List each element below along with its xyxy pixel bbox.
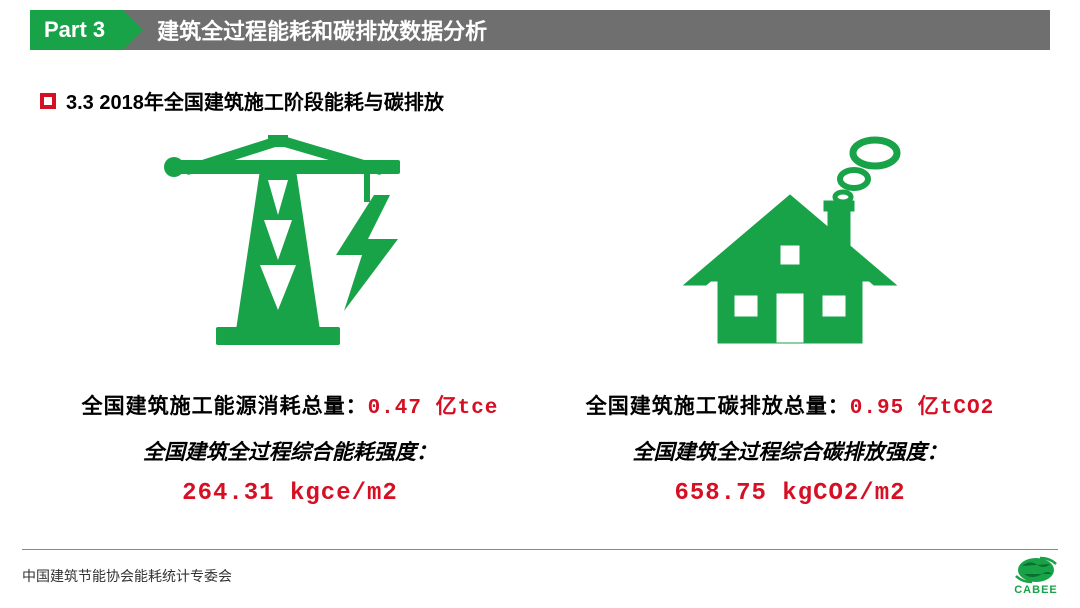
left-column: 全国建筑施工能源消耗总量：0.47 亿tce 全国建筑全过程综合能耗强度： 26… <box>40 130 540 507</box>
left-line2-value: 264.31 kgce/m2 <box>182 480 398 507</box>
subheading-text: 3.3 2018年全国建筑施工阶段能耗与碳排放 <box>66 86 444 115</box>
header-bar: Part 3 建筑全过程能耗和碳排放数据分析 <box>30 10 1050 50</box>
right-line2-value: 658.75 kgCO2/m2 <box>674 480 905 507</box>
part-label: Part 3 <box>30 10 123 50</box>
footer-org: 中国建筑节能协会能耗统计专委会 <box>22 566 232 586</box>
footer: 中国建筑节能协会能耗统计专委会 CABEE <box>22 549 1058 596</box>
content-area: 全国建筑施工能源消耗总量：0.47 亿tce 全国建筑全过程综合能耗强度： 26… <box>40 130 1040 538</box>
right-line1: 全国建筑施工碳排放总量：0.95 亿tCO2 <box>586 390 994 420</box>
right-line1-value: 0.95 亿tCO2 <box>850 397 994 420</box>
bullet-icon <box>40 93 56 109</box>
right-column: 全国建筑施工碳排放总量：0.95 亿tCO2 全国建筑全过程综合碳排放强度： 6… <box>540 130 1040 507</box>
left-line1-label: 全国建筑施工能源消耗总量： <box>82 394 368 418</box>
subheading-row: 3.3 2018年全国建筑施工阶段能耗与碳排放 <box>40 86 444 115</box>
logo: CABEE <box>1014 556 1058 596</box>
right-line1-label: 全国建筑施工碳排放总量： <box>586 394 850 418</box>
right-line2-label: 全国建筑全过程综合碳排放强度： <box>633 436 948 466</box>
globe-icon <box>1014 556 1058 584</box>
house-icon <box>660 130 920 360</box>
logo-text: CABEE <box>1014 584 1058 596</box>
left-line1-value: 0.47 亿tce <box>368 397 499 420</box>
left-line2-label: 全国建筑全过程综合能耗强度： <box>143 436 437 466</box>
crane-icon <box>160 130 420 360</box>
header-title: 建筑全过程能耗和碳排放数据分析 <box>153 10 1050 50</box>
left-line1: 全国建筑施工能源消耗总量：0.47 亿tce <box>82 390 499 420</box>
header-arrow <box>123 10 153 50</box>
